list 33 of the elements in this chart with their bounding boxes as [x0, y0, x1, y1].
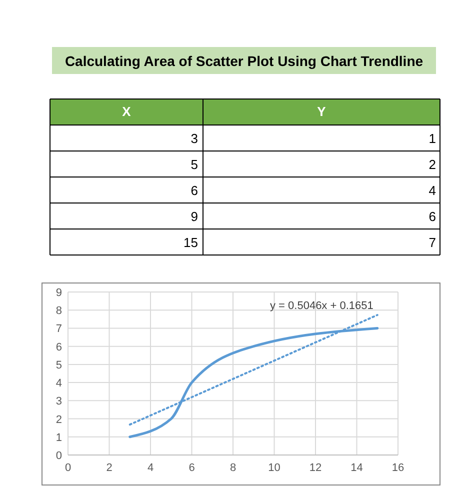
- text: 1: [428, 131, 436, 146]
- text: 6: [190, 183, 198, 198]
- x-tick-label: 8: [230, 462, 236, 474]
- x-tick-label: 10: [268, 462, 280, 474]
- text: 15: [184, 235, 198, 250]
- text: 2: [428, 157, 436, 172]
- y-tick-label: 3: [56, 396, 62, 408]
- y-tick-label: 8: [56, 305, 62, 318]
- text: Y: [317, 104, 326, 119]
- x-tick-label: 12: [309, 462, 322, 474]
- annotation: y = 0.5046x + 0.1651: [270, 300, 374, 312]
- text: 7: [428, 235, 436, 250]
- y-tick-label: 6: [56, 341, 62, 354]
- text: X: [122, 104, 132, 119]
- text: 5: [190, 157, 198, 172]
- text: 6: [428, 209, 436, 224]
- y-tick-label: 4: [56, 378, 62, 390]
- x-tick-label: 2: [106, 462, 112, 474]
- text: 9: [190, 209, 198, 224]
- y-tick-label: 7: [56, 323, 62, 336]
- x-tick-label: 6: [188, 462, 195, 474]
- x-tick-label: 14: [350, 462, 363, 474]
- x-tick-label: 4: [147, 462, 154, 474]
- text: 4: [428, 183, 436, 198]
- y-tick-label: 0: [56, 450, 62, 462]
- x-tick-label: 0: [64, 462, 72, 474]
- text: Calculating Area of Scatter Plot Using Chart Trendline: [64, 53, 424, 69]
- y-tick-label: 2: [56, 414, 62, 426]
- y-tick-label: 9: [56, 287, 62, 299]
- text: 3: [190, 131, 198, 146]
- y-tick-label: 5: [56, 359, 62, 372]
- y-tick-label: 1: [56, 432, 62, 444]
- x-tick-label: 16: [392, 462, 404, 474]
